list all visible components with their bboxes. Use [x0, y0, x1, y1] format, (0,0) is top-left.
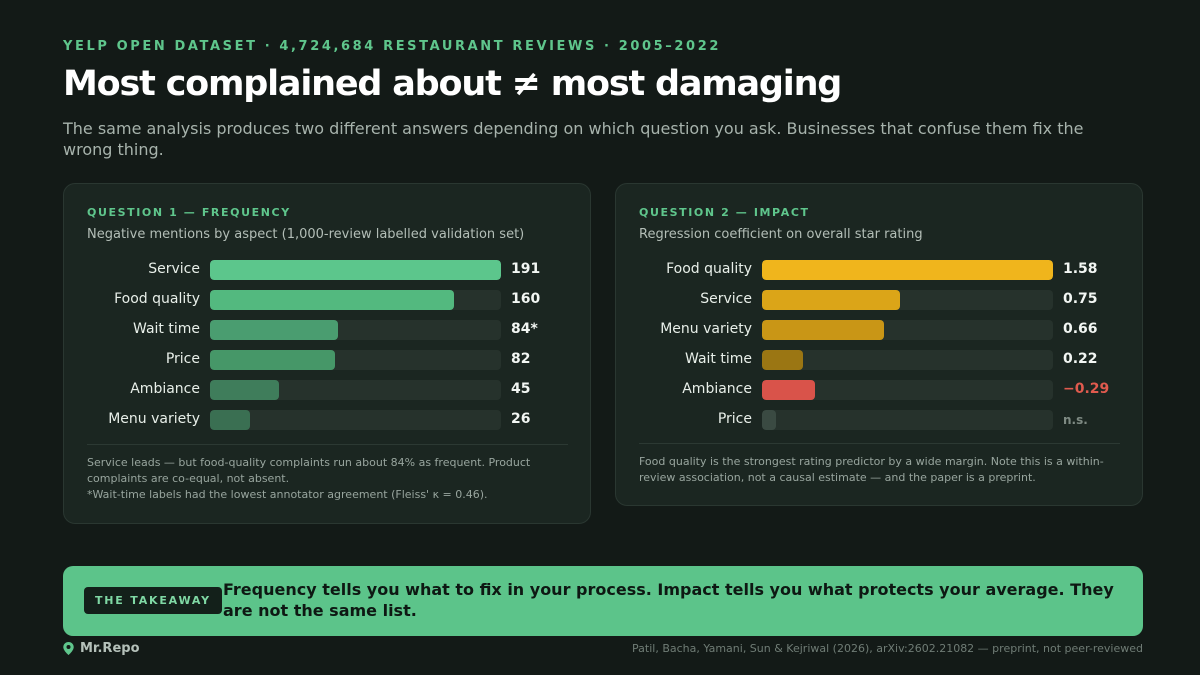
frequency-bar-track [210, 380, 501, 400]
impact-bar-track [762, 290, 1053, 310]
impact-bar-row: Price n.s. [616, 410, 1142, 430]
impact-bar-value: 0.66 [1063, 321, 1098, 337]
frequency-bar-label: Menu variety [108, 411, 200, 427]
frequency-bar-row: Service 191 [64, 260, 590, 280]
brand-name: Mr.Repo [80, 641, 140, 656]
impact-bar-track [762, 260, 1053, 280]
impact-bar-label: Food quality [666, 261, 752, 277]
frequency-bar-row: Price 82 [64, 350, 590, 370]
frequency-bar [210, 350, 335, 370]
takeaway-banner: THE TAKEAWAY Frequency tells you what to… [63, 566, 1143, 636]
frequency-bar-value: 191 [511, 261, 541, 277]
impact-bar [762, 410, 776, 430]
frequency-note: Service leads — but food-quality complai… [87, 455, 557, 503]
frequency-card: QUESTION 1 — FREQUENCY Negative mentions… [63, 183, 591, 524]
frequency-bar-label: Service [148, 261, 200, 277]
frequency-bar-label: Ambiance [130, 381, 200, 397]
frequency-bar-track [210, 410, 501, 430]
impact-bar-label: Ambiance [682, 381, 752, 397]
frequency-bar-label: Price [165, 351, 200, 367]
impact-bar-value: 0.75 [1063, 291, 1098, 307]
impact-bar-row: Menu variety 0.66 [616, 320, 1142, 340]
impact-bar [762, 290, 900, 310]
frequency-bar-value: 84* [511, 321, 538, 337]
impact-card-subtitle: Regression coefficient on overall star r… [639, 227, 923, 242]
takeaway-text: Frequency tells you what to fix in your … [223, 580, 1114, 620]
impact-bar-value: −0.29 [1063, 381, 1110, 397]
citation: Patil, Bacha, Yamani, Sun & Kejriwal (20… [632, 642, 1143, 655]
impact-bar-value: 1.58 [1063, 261, 1098, 277]
frequency-card-label: QUESTION 1 — FREQUENCY [87, 206, 291, 219]
impact-card-label: QUESTION 2 — IMPACT [639, 206, 810, 219]
frequency-bar [210, 380, 279, 400]
map-pin-icon [63, 642, 74, 655]
impact-bar-label: Wait time [685, 351, 752, 367]
impact-bar-row: Food quality 1.58 [616, 260, 1142, 280]
frequency-bar-value: 45 [511, 381, 531, 397]
impact-bar-track [762, 320, 1053, 340]
brand: Mr.Repo [63, 641, 140, 656]
impact-bar-value: n.s. [1063, 413, 1088, 427]
frequency-note-text: Service leads — but food-quality complai… [87, 456, 531, 485]
frequency-bar [210, 410, 250, 430]
impact-bar-value: 0.22 [1063, 351, 1098, 367]
frequency-bar-row: Menu variety 26 [64, 410, 590, 430]
frequency-footnote: *Wait-time labels had the lowest annotat… [87, 488, 488, 501]
impact-bar [762, 380, 815, 400]
page-subtitle: The same analysis produces two different… [63, 119, 1084, 159]
frequency-bar-track [210, 350, 501, 370]
frequency-bar-row: Ambiance 45 [64, 380, 590, 400]
impact-bar-row: Wait time 0.22 [616, 350, 1142, 370]
impact-bar-track [762, 410, 1053, 430]
impact-bar-track [762, 350, 1053, 370]
frequency-bar-value: 26 [511, 411, 531, 427]
impact-bar [762, 260, 1053, 280]
frequency-bar-track [210, 290, 501, 310]
frequency-bar-value: 82 [511, 351, 531, 367]
eyebrow: YELP OPEN DATASET · 4,724,684 RESTAURANT… [63, 39, 721, 54]
frequency-bar-track [210, 320, 501, 340]
frequency-divider [87, 444, 568, 445]
impact-divider [639, 443, 1120, 444]
takeaway-badge: THE TAKEAWAY [84, 587, 222, 614]
frequency-bar-label: Wait time [133, 321, 200, 337]
impact-bar-label: Menu variety [660, 321, 752, 337]
frequency-bar-track [210, 260, 501, 280]
impact-bar [762, 350, 803, 370]
impact-bar-row: Service 0.75 [616, 290, 1142, 310]
impact-card: QUESTION 2 — IMPACT Regression coefficie… [615, 183, 1143, 506]
frequency-bar [210, 320, 338, 340]
page-title: Most complained about ≠ most damaging [63, 64, 842, 104]
impact-bar-label: Price [717, 411, 752, 427]
frequency-bar-row: Wait time 84* [64, 320, 590, 340]
frequency-bar-label: Food quality [114, 291, 200, 307]
impact-note: Food quality is the strongest rating pre… [639, 455, 1104, 484]
impact-bar [762, 320, 884, 340]
frequency-bar-value: 160 [511, 291, 541, 307]
frequency-bar [210, 260, 501, 280]
impact-bar-row: Ambiance −0.29 [616, 380, 1142, 400]
frequency-bar [210, 290, 454, 310]
frequency-bar-row: Food quality 160 [64, 290, 590, 310]
frequency-card-subtitle: Negative mentions by aspect (1,000-revie… [87, 227, 525, 242]
impact-bar-track [762, 380, 1053, 400]
impact-bar-label: Service [700, 291, 752, 307]
